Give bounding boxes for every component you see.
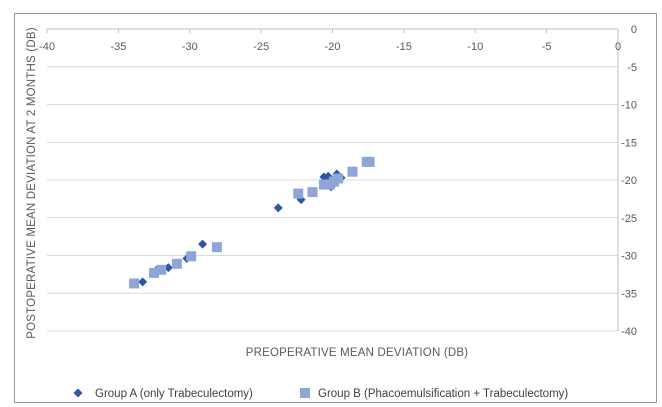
legend-label-group-a: Group A (only Trabeculectomy) bbox=[95, 388, 253, 400]
chart-frame bbox=[14, 13, 657, 403]
legend: Group A (only Trabeculectomy) Group B (P… bbox=[73, 388, 568, 400]
point-group-b bbox=[293, 188, 304, 199]
legend-square-icon bbox=[300, 388, 310, 398]
legend-marker-group-b bbox=[300, 388, 310, 398]
legend-label-group-b: Group B (Phacoemulsification + Trabecule… bbox=[318, 388, 568, 400]
legend-marker-group-a bbox=[73, 388, 83, 398]
y-tick-label: -5 bbox=[627, 62, 637, 74]
y-tick-label: -15 bbox=[621, 137, 637, 149]
point-group-b bbox=[186, 251, 197, 262]
y-tick-label: -30 bbox=[621, 251, 637, 263]
y-tick-label: 0 bbox=[631, 24, 637, 36]
x-axis-title: PREOPERATIVE MEAN DEVIATION (DB) bbox=[246, 347, 469, 359]
point-group-a bbox=[138, 277, 148, 287]
point-group-b bbox=[211, 242, 222, 253]
data-points bbox=[129, 156, 375, 289]
axis-layer bbox=[46, 28, 619, 331]
point-group-b bbox=[347, 166, 358, 177]
point-group-a bbox=[198, 239, 208, 249]
point-group-b bbox=[129, 278, 140, 289]
y-tick-label: -25 bbox=[621, 213, 637, 225]
x-tick-label: -20 bbox=[325, 41, 341, 53]
point-group-b bbox=[364, 156, 375, 167]
x-tick-label: -35 bbox=[110, 41, 126, 53]
x-tick-label: -15 bbox=[396, 41, 412, 53]
x-tick-label: -25 bbox=[253, 41, 269, 53]
point-group-b bbox=[318, 179, 329, 190]
x-tick-label: 0 bbox=[615, 41, 621, 53]
point-group-b bbox=[333, 173, 344, 184]
point-group-b bbox=[171, 258, 182, 269]
y-tick-label: -10 bbox=[621, 100, 637, 112]
x-tick-label: -40 bbox=[39, 41, 55, 53]
y-tick-label: -20 bbox=[621, 175, 637, 187]
point-group-b bbox=[156, 264, 167, 275]
legend-diamond-icon bbox=[73, 388, 83, 398]
y-axis-title: POSTOPERATIVE MEAN DEVIATION AT 2 MONTHS… bbox=[26, 27, 38, 338]
y-tick-label: -35 bbox=[621, 288, 637, 300]
x-tick-label: -10 bbox=[467, 41, 483, 53]
x-tick-label: -5 bbox=[542, 41, 552, 53]
x-tick-label: -30 bbox=[182, 41, 198, 53]
point-group-a bbox=[273, 203, 283, 213]
point-group-b bbox=[307, 187, 318, 198]
point-group-b bbox=[149, 267, 160, 278]
tick-labels: 0 -5 -10 -15 -20 -25 -30 -35 -40 -40 -35 -30 -25 -20 -… bbox=[39, 24, 637, 338]
y-tick-label: -40 bbox=[621, 326, 637, 338]
